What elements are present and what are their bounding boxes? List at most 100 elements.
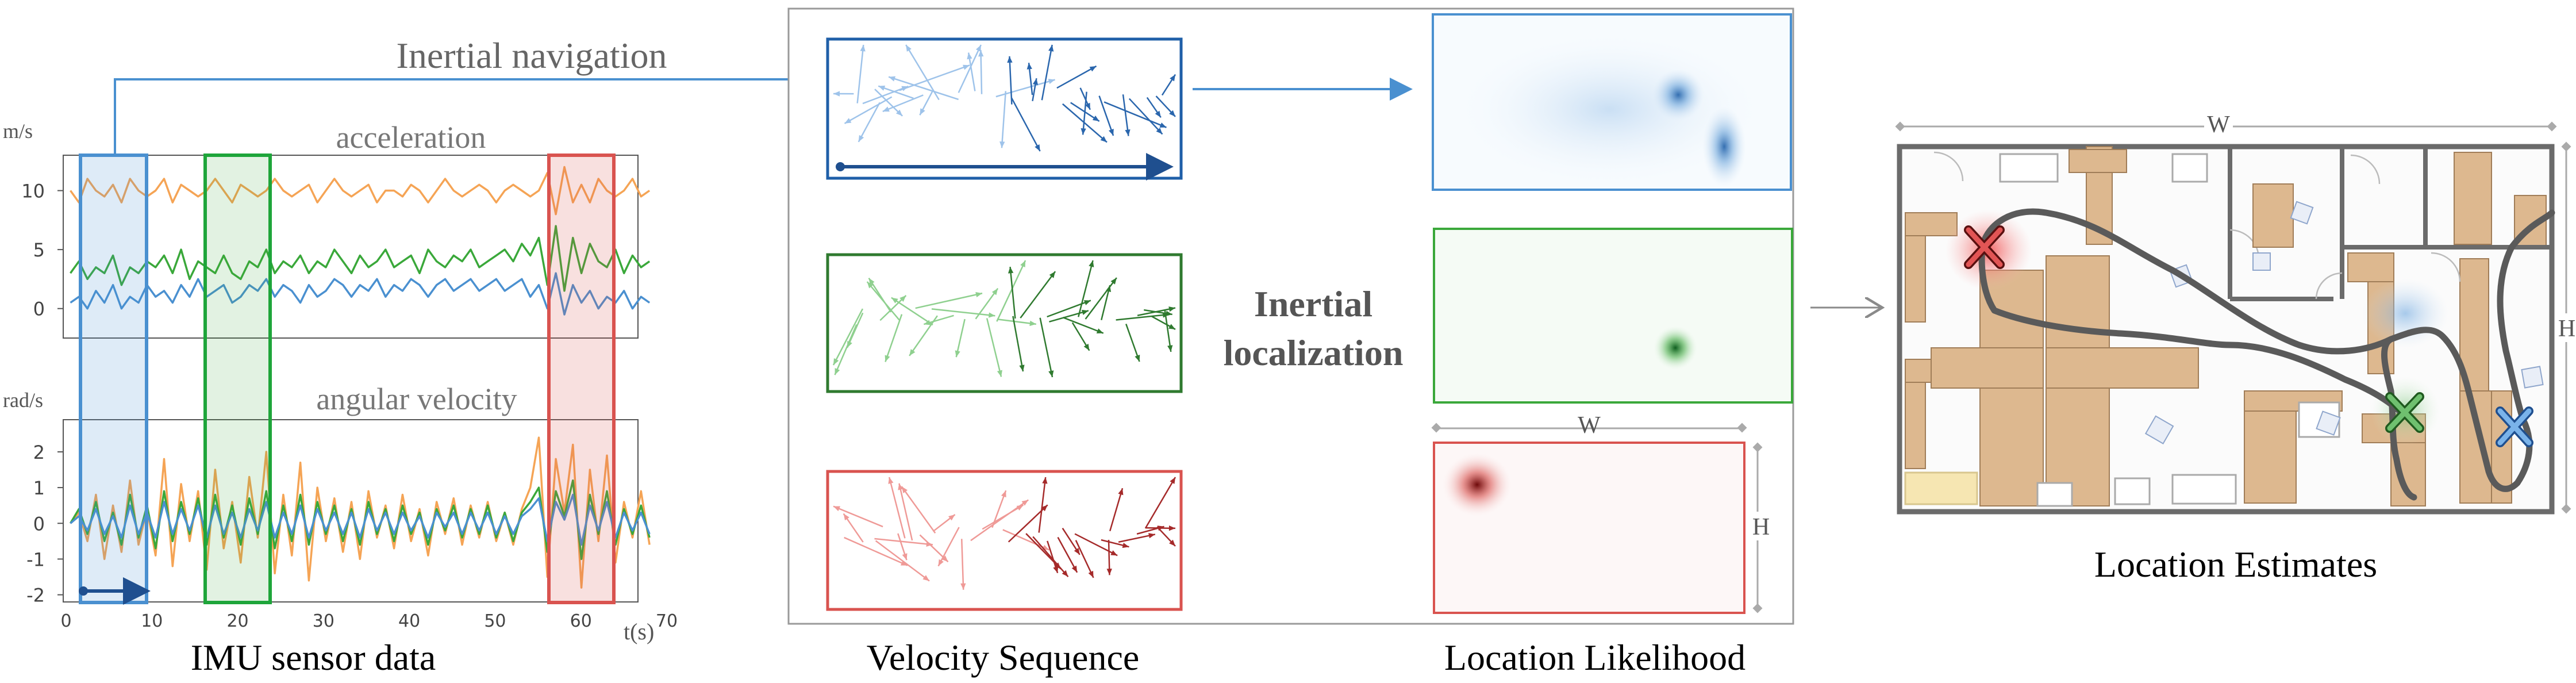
velBlue-vector xyxy=(967,52,976,91)
velGreen-vector xyxy=(866,281,900,321)
time-xticks: 0 10 20 30 40 50 60 70 xyxy=(60,611,678,631)
time-window-start-dot xyxy=(79,586,88,596)
velRed-vector xyxy=(982,504,1024,530)
velRed-vector-head xyxy=(1016,505,1024,511)
angular-velocity-ytick-label: -1 xyxy=(26,548,45,570)
velGreen-vector xyxy=(1078,260,1094,317)
velBlue-vector-head xyxy=(895,109,903,116)
velBlue-vector xyxy=(888,76,959,101)
velGreen-vector-head xyxy=(1166,310,1172,316)
velBlue-vector xyxy=(882,94,924,113)
velBlue-vector xyxy=(1128,98,1163,135)
likelihood-width-label: W xyxy=(1578,412,1601,439)
velBlue-vector xyxy=(1082,91,1087,135)
velGreen-vector xyxy=(986,318,1002,377)
velRed-vector-head xyxy=(922,575,930,581)
velBlue-vector xyxy=(1062,103,1108,143)
time-xtick-label: 0 xyxy=(60,611,71,631)
velGreen-vector xyxy=(1164,310,1172,352)
sofa xyxy=(1904,471,1978,505)
velBlue-vector-head xyxy=(999,141,1005,148)
velBlue-vector-head xyxy=(1089,66,1097,72)
velocity-vectors-green xyxy=(832,260,1176,378)
velGreen-vector-head xyxy=(909,349,916,356)
velocity-box-green xyxy=(826,253,1183,393)
inertial-localization-label-1: Inertial xyxy=(1254,283,1372,324)
velRed-vector-head xyxy=(1062,570,1068,577)
velocity-caption: Velocity Sequence xyxy=(867,637,1140,678)
velGreen-vector-head xyxy=(1167,345,1173,352)
angular-velocity-ytick-label: 0 xyxy=(33,513,45,535)
velRed-vector-head xyxy=(900,560,908,566)
velGreen-vector xyxy=(1039,317,1054,378)
velGreen-vector xyxy=(1125,324,1140,362)
angular-velocity-series-line-0 xyxy=(70,436,651,589)
map-height-label: H xyxy=(2558,316,2575,342)
velGreen-vector xyxy=(834,324,858,375)
velRed-vector-head xyxy=(902,553,908,561)
velRed-vector xyxy=(901,486,936,534)
angular-velocity-ytick-label: 1 xyxy=(33,477,45,499)
velBlue-vector-head xyxy=(1159,122,1167,128)
velRed-vector xyxy=(833,505,883,528)
velBlue-vector xyxy=(1010,97,1041,152)
angular-velocity-ytick-label: 2 xyxy=(33,442,45,463)
velRed-vector-head xyxy=(1074,547,1080,555)
velRed-vector xyxy=(1109,488,1124,532)
velBlue-vector-head xyxy=(978,50,984,57)
velBlue-vector-head xyxy=(1081,128,1086,135)
velBlue-vector xyxy=(1041,44,1053,101)
velGreen-vector xyxy=(1047,300,1091,318)
velBlue-vector-head xyxy=(1169,110,1175,117)
velGreen-vector-head xyxy=(868,278,875,285)
velBlue-vector-head xyxy=(1125,129,1131,136)
acceleration-yticks: 0 5 10 xyxy=(21,181,63,320)
velGreen-vector xyxy=(832,308,864,366)
velGreen-vector-head xyxy=(899,295,906,302)
likelihood-box-green xyxy=(1433,228,1793,404)
velBlue-vector-head xyxy=(967,52,972,60)
velBlue-vector-head xyxy=(844,118,852,124)
velGreen-vector xyxy=(1049,310,1089,323)
velGreen-vector-head xyxy=(867,281,874,289)
angular-velocity-ytick-label: -2 xyxy=(26,585,45,607)
velGreen-vector-head xyxy=(1135,355,1140,362)
velBlue-vector-head xyxy=(1170,74,1175,82)
velBlue-vector-head xyxy=(1048,79,1055,85)
angular-velocity-series-line-2 xyxy=(70,493,651,546)
velGreen-vector-head xyxy=(1089,260,1094,267)
likelihood-caption: Location Likelihood xyxy=(1444,637,1745,678)
acceleration-series-line-0 xyxy=(70,166,651,216)
estimate-marker-red xyxy=(1964,225,2005,269)
velGreen-vector xyxy=(1020,271,1056,319)
velRed-vector xyxy=(898,483,913,541)
velBlue-vector-head xyxy=(1100,136,1107,143)
velGreen-vector-head xyxy=(885,355,890,362)
velRed-vector-head xyxy=(1110,550,1118,556)
velGreen-vector-head xyxy=(847,340,852,348)
velBlue-vector-head xyxy=(963,64,970,70)
velGreen-vector xyxy=(1063,317,1104,334)
velGreen-vector xyxy=(1012,316,1024,372)
velBlue-vector xyxy=(1056,65,1097,89)
map-height-dimension: H xyxy=(2558,141,2576,514)
time-xtick-label: 20 xyxy=(226,611,248,631)
likelihood-box-red: W H xyxy=(1431,412,1770,614)
velGreen-vector xyxy=(846,312,864,348)
velBlue-vector xyxy=(899,64,970,91)
velGreen-vector-head xyxy=(833,358,839,365)
velGreen-vector xyxy=(931,308,995,317)
velRed-vector xyxy=(961,539,964,590)
velBlue-vector-head xyxy=(920,108,925,116)
velBlue-vector xyxy=(980,50,983,94)
velBlue-vector-head xyxy=(1032,78,1039,85)
estimates-caption: Location Estimates xyxy=(2094,544,2377,585)
velRed-vector-head xyxy=(898,483,903,490)
velBlue-vector xyxy=(1001,91,1007,148)
velGreen-vector-head xyxy=(1049,271,1056,278)
velBlue-vector-head xyxy=(1007,56,1013,63)
velBlue-vector-head xyxy=(833,91,840,97)
velRed-vector-head xyxy=(1118,488,1124,496)
acceleration-ytick-label: 10 xyxy=(21,181,45,202)
